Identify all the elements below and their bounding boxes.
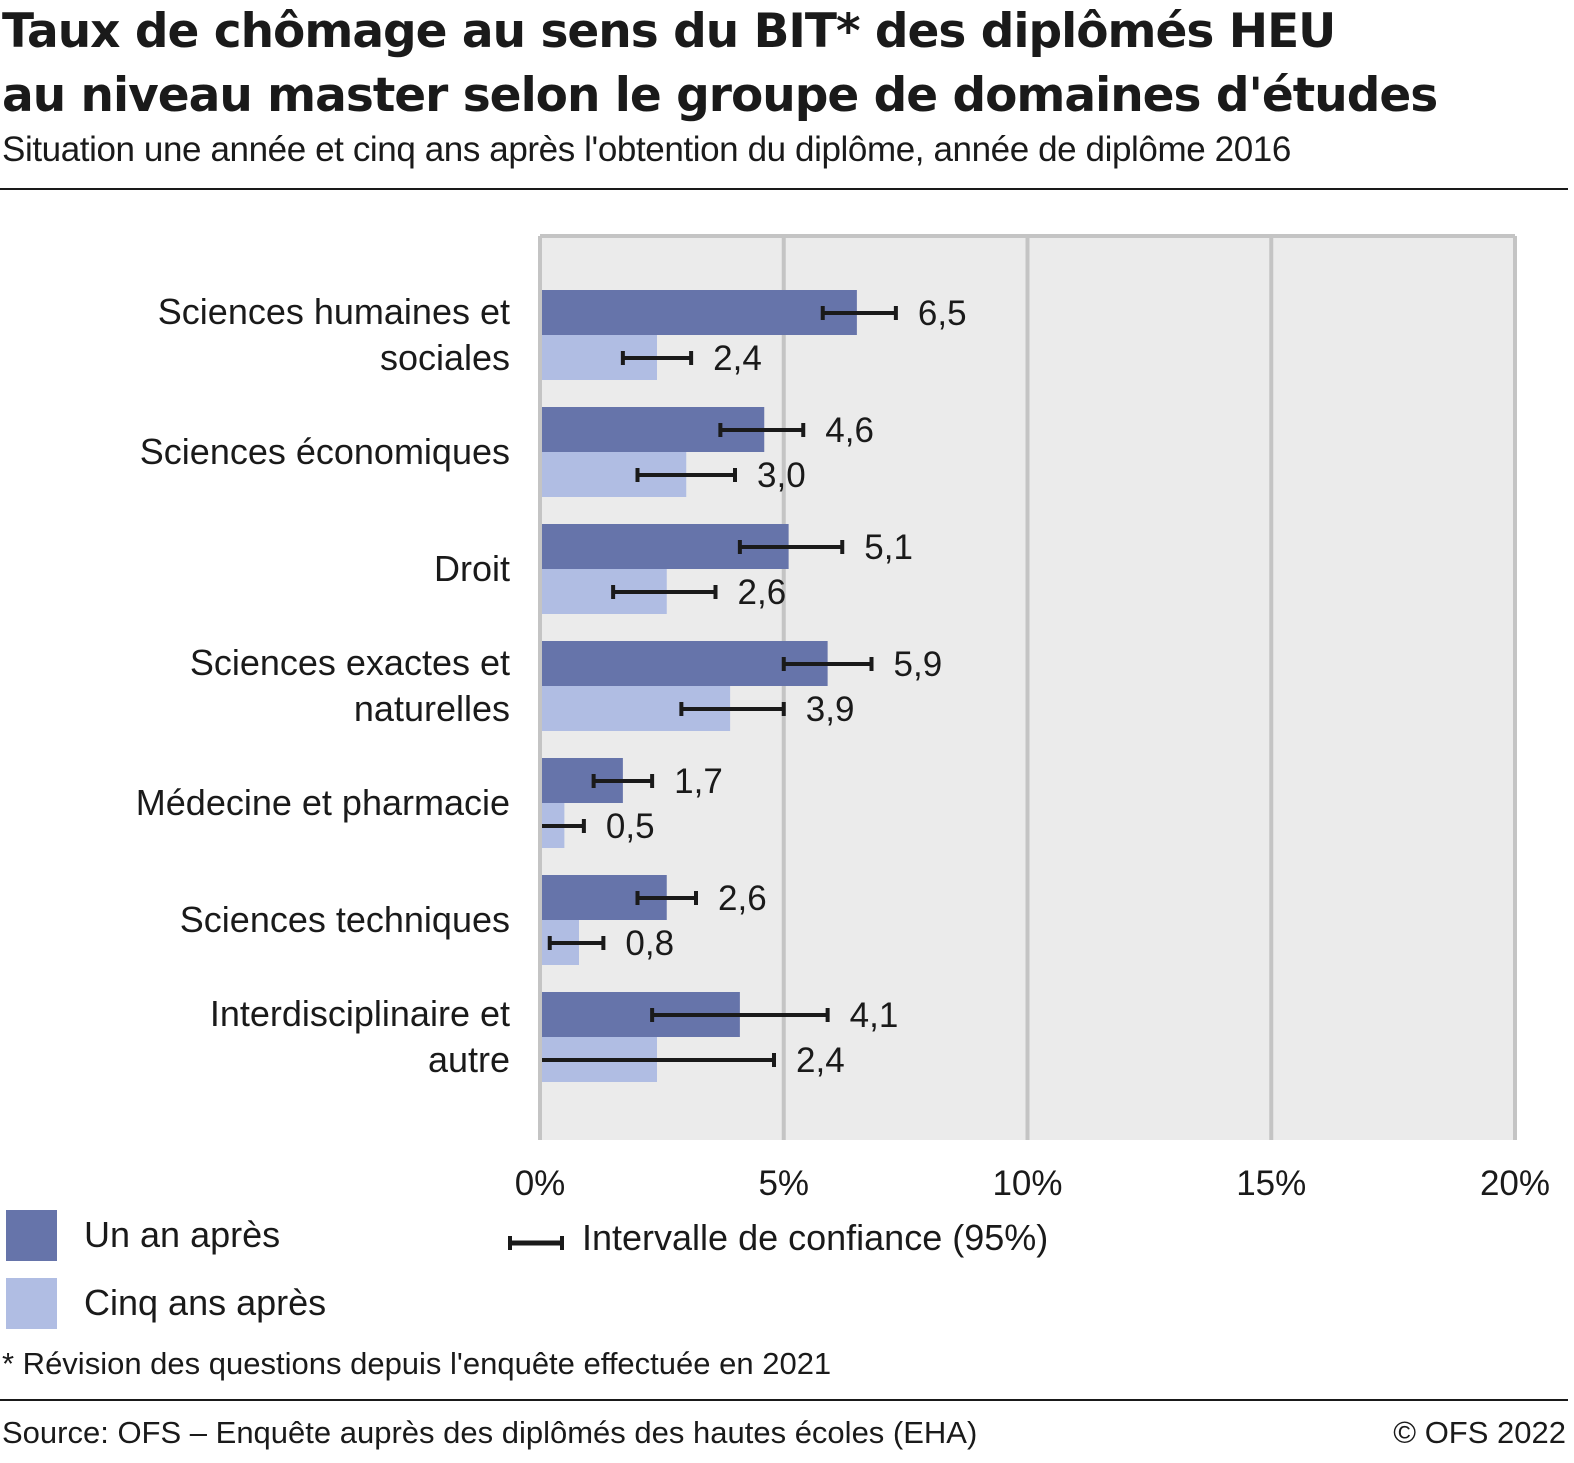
- value-label-1-5: 0,8: [625, 924, 674, 963]
- chart-title-line-2: au niveau master selon le groupe de doma…: [2, 68, 1438, 123]
- source-note: Source: OFS – Enquête auprès des diplômé…: [2, 1415, 978, 1450]
- x-tick-label-15: 15%: [1236, 1164, 1306, 1203]
- category-label-6-1: autre: [428, 1039, 510, 1080]
- value-label-0-6: 4,1: [850, 996, 899, 1035]
- category-label-0-0: Sciences humaines et: [158, 291, 510, 332]
- value-label-0-0: 6,5: [918, 294, 967, 333]
- header-divider: [0, 188, 1568, 190]
- value-label-0-3: 5,9: [894, 645, 943, 684]
- value-label-1-3: 3,9: [806, 690, 855, 729]
- legend-label-five-years: Cinq ans après: [84, 1282, 326, 1323]
- value-label-1-2: 2,6: [738, 573, 787, 612]
- legend-label-ci: Intervalle de confiance (95%): [582, 1217, 1048, 1258]
- footnote: * Révision des questions depuis l'enquêt…: [2, 1346, 832, 1381]
- category-label-3-0: Sciences exactes et: [190, 642, 510, 683]
- value-label-0-1: 4,6: [825, 411, 874, 450]
- category-label-5-0: Sciences techniques: [180, 899, 510, 940]
- legend-swatch-five-years: [6, 1278, 57, 1329]
- category-label-4-0: Médecine et pharmacie: [136, 782, 510, 823]
- x-tick-label-0: 0%: [515, 1164, 566, 1203]
- x-tick-label-5: 5%: [758, 1164, 809, 1203]
- x-tick-label-10: 10%: [992, 1164, 1062, 1203]
- value-label-1-6: 2,4: [796, 1041, 845, 1080]
- chart-title-line-1: Taux de chômage au sens du BIT* des dipl…: [2, 4, 1336, 59]
- value-label-1-4: 0,5: [606, 807, 655, 846]
- copyright-note: © OFS 2022: [1393, 1415, 1566, 1450]
- chart-title: Taux de chômage au sens du BIT* des dipl…: [2, 0, 1562, 128]
- value-label-0-2: 5,1: [864, 528, 913, 567]
- value-label-1-1: 3,0: [757, 456, 806, 495]
- value-label-1-0: 2,4: [713, 339, 762, 378]
- value-label-0-5: 2,6: [718, 879, 767, 918]
- footer-divider: [0, 1399, 1568, 1401]
- bar-one-year-0: [542, 290, 857, 335]
- category-label-3-1: naturelles: [354, 688, 510, 729]
- bar-one-year-3: [542, 641, 828, 686]
- x-tick-label-20: 20%: [1480, 1164, 1550, 1203]
- value-label-0-4: 1,7: [674, 762, 723, 801]
- chart-subtitle: Situation une année et cinq ans après l'…: [2, 130, 1291, 169]
- category-label-2-0: Droit: [434, 548, 510, 589]
- category-label-6-0: Interdisciplinaire et: [210, 993, 510, 1034]
- legend-label-one-year: Un an après: [84, 1214, 280, 1255]
- category-label-0-1: sociales: [380, 337, 510, 378]
- bar-chart: 0% 5% 10% 15% 20% 6,5 2,4 Sciences humaines et s…: [6, 234, 1550, 1329]
- legend-swatch-one-year: [6, 1210, 57, 1261]
- category-label-1-0: Sciences économiques: [140, 431, 510, 472]
